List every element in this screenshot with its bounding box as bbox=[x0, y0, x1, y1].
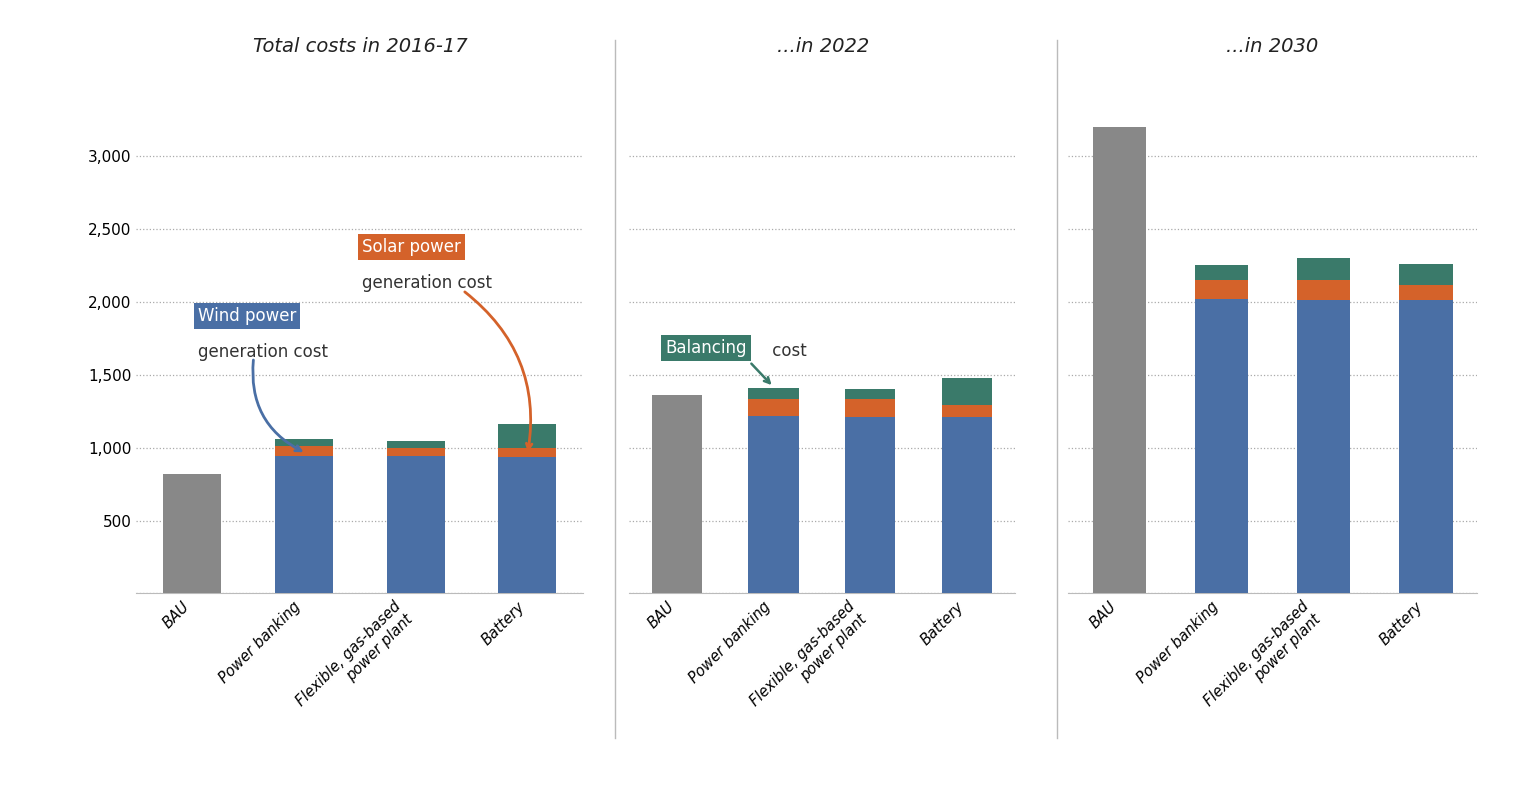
Bar bbox=[845, 417, 895, 593]
Bar bbox=[274, 446, 333, 456]
Text: generation cost: generation cost bbox=[198, 342, 327, 361]
Bar bbox=[1195, 265, 1248, 280]
Bar bbox=[748, 399, 798, 416]
Bar bbox=[651, 395, 701, 593]
Bar bbox=[1092, 127, 1145, 593]
Bar bbox=[386, 448, 445, 456]
Text: Wind power: Wind power bbox=[198, 307, 295, 325]
Bar bbox=[845, 389, 895, 399]
Bar bbox=[1297, 280, 1350, 301]
Bar bbox=[386, 456, 445, 593]
Bar bbox=[942, 405, 992, 417]
Bar bbox=[498, 424, 556, 448]
Bar bbox=[1297, 301, 1350, 593]
Text: generation cost: generation cost bbox=[362, 274, 492, 292]
Bar bbox=[274, 439, 333, 446]
Bar bbox=[1195, 280, 1248, 299]
Bar bbox=[274, 456, 333, 593]
Bar bbox=[498, 457, 556, 593]
Bar bbox=[748, 387, 798, 399]
Bar bbox=[498, 448, 556, 457]
Text: Solar power: Solar power bbox=[362, 238, 461, 257]
Bar bbox=[1195, 299, 1248, 593]
Bar bbox=[1400, 285, 1453, 301]
Bar bbox=[942, 417, 992, 593]
Bar bbox=[1400, 264, 1453, 285]
Bar bbox=[1297, 258, 1350, 280]
Text: cost: cost bbox=[767, 342, 806, 360]
Bar bbox=[748, 416, 798, 593]
Bar bbox=[845, 399, 895, 417]
Text: ...in 2022: ...in 2022 bbox=[777, 37, 868, 56]
Text: Balancing: Balancing bbox=[665, 339, 747, 357]
Bar bbox=[942, 378, 992, 405]
Bar bbox=[386, 441, 445, 448]
Text: Total costs in 2016-17: Total costs in 2016-17 bbox=[253, 37, 468, 56]
Bar bbox=[1400, 301, 1453, 593]
Bar bbox=[164, 474, 221, 593]
Text: ...in 2030: ...in 2030 bbox=[1227, 37, 1318, 56]
